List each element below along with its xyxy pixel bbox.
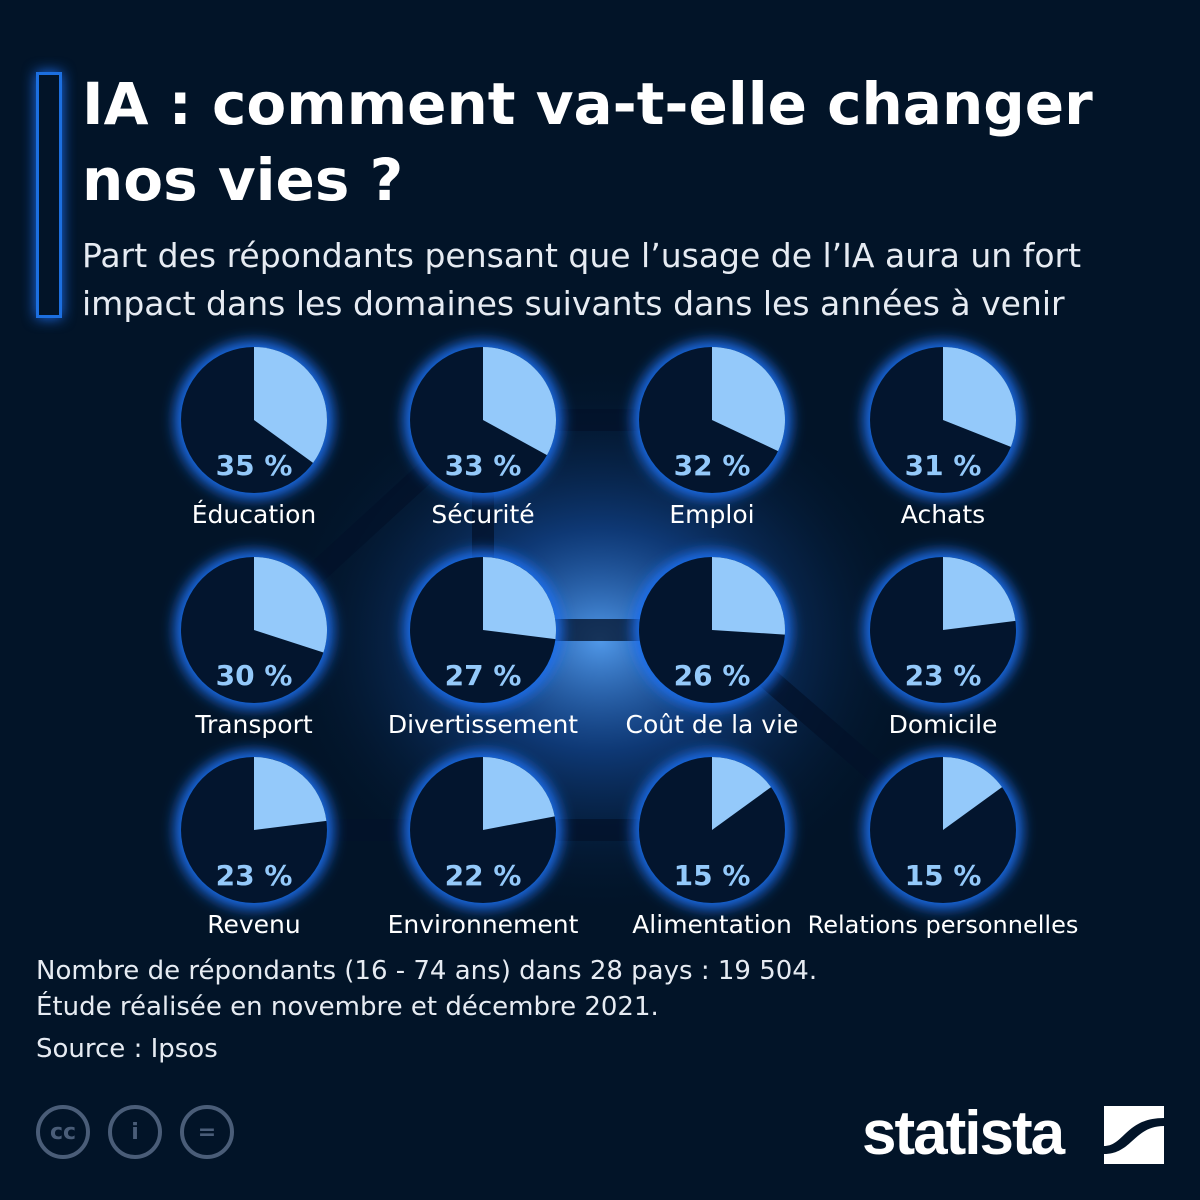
value-label: 31 % <box>905 449 982 482</box>
category-label: Éducation <box>192 500 316 529</box>
cc-icon: cc <box>36 1105 90 1159</box>
value-label: 15 % <box>674 859 751 892</box>
value-label: 27 % <box>445 659 522 692</box>
pie-10: 22 % Environnement <box>388 751 579 939</box>
pie-slice <box>483 757 555 830</box>
category-label: Environnement <box>388 910 579 939</box>
pie-8: 23 % Domicile <box>864 551 1022 739</box>
pie-slice <box>943 757 1003 830</box>
attribution-icon: i <box>108 1105 162 1159</box>
category-label: Coût de la vie <box>626 710 799 739</box>
pie-slice <box>254 347 327 463</box>
brand-text: statista <box>862 1099 1065 1168</box>
value-label: 30 % <box>216 659 293 692</box>
pie-slice <box>712 347 786 452</box>
source-note: Source : Ipsos <box>36 1034 218 1064</box>
pie-slice <box>483 557 557 640</box>
category-label: Revenu <box>207 910 301 939</box>
value-label: 23 % <box>905 659 982 692</box>
category-label: Emploi <box>669 500 754 529</box>
pie-1: 35 % Éducation <box>175 341 333 529</box>
pie-12: 15 % Relations personnelles <box>808 751 1079 939</box>
category-label: Divertissement <box>388 710 578 739</box>
category-label: Domicile <box>889 710 998 739</box>
pie-11: 15 % Alimentation <box>632 751 792 939</box>
value-label: 26 % <box>674 659 751 692</box>
study-note: Étude réalisée en novembre et décembre 2… <box>36 992 659 1022</box>
pie-6: 27 % Divertissement <box>388 551 578 739</box>
pie-3: 32 % Emploi <box>633 341 791 529</box>
category-label: Sécurité <box>431 500 534 529</box>
pie-4: 31 % Achats <box>864 341 1022 529</box>
category-label: Alimentation <box>632 910 792 939</box>
category-label: Achats <box>901 500 985 529</box>
pie-slice <box>712 757 772 830</box>
pie-slice <box>483 347 556 456</box>
value-label: 32 % <box>674 449 751 482</box>
pie-slice <box>254 757 327 830</box>
page-title: IA : comment va-t-elle changer nos vies … <box>82 70 1093 214</box>
value-label: 23 % <box>216 859 293 892</box>
no-derivatives-icon: = <box>180 1105 234 1159</box>
respondents-note: Nombre de répondants (16 - 74 ans) dans … <box>36 956 818 986</box>
pie-5: 30 % Transport <box>175 551 333 739</box>
statista-logo-icon <box>1104 1106 1164 1164</box>
pie-slice <box>943 557 1016 630</box>
value-label: 35 % <box>216 449 293 482</box>
pie-9: 23 % Revenu <box>175 751 333 939</box>
pie-2: 33 % Sécurité <box>404 341 562 529</box>
statista-logo: statista <box>862 1098 1065 1169</box>
pie-slice <box>712 557 785 635</box>
value-label: 22 % <box>445 859 522 892</box>
title-accent-bar <box>36 72 62 318</box>
pie-7: 26 % Coût de la vie <box>626 551 799 739</box>
subtitle: Part des répondants pensant que l’usage … <box>82 236 1082 323</box>
category-label: Transport <box>194 710 313 739</box>
pie-slice <box>254 557 327 653</box>
category-label: Relations personnelles <box>808 911 1079 939</box>
pie-slice <box>943 347 1017 447</box>
value-label: 15 % <box>905 859 982 892</box>
value-label: 33 % <box>445 449 522 482</box>
